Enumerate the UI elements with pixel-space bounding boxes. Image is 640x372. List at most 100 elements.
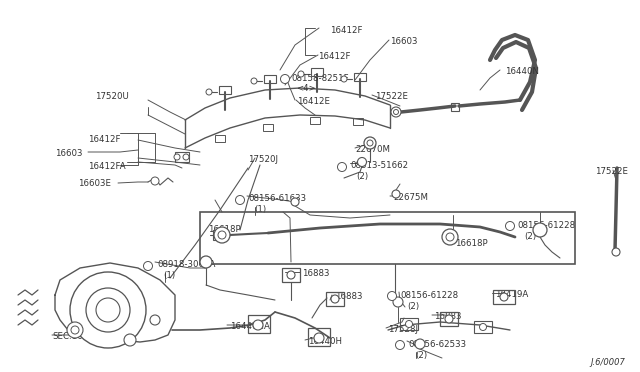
Circle shape: [358, 157, 367, 167]
Text: 16412F: 16412F: [318, 52, 351, 61]
Text: 16603: 16603: [390, 37, 417, 46]
Text: 16412FA: 16412FA: [88, 162, 125, 171]
Circle shape: [612, 248, 620, 256]
Text: 16618P: 16618P: [208, 225, 241, 234]
Text: B: B: [397, 342, 403, 348]
Text: 08313-51662: 08313-51662: [350, 161, 408, 170]
Circle shape: [253, 320, 263, 330]
Circle shape: [331, 295, 339, 303]
Bar: [353, 118, 363, 125]
Text: B: B: [508, 223, 513, 229]
Circle shape: [218, 231, 226, 239]
Bar: [213, 230, 222, 240]
Bar: [311, 68, 323, 76]
Bar: [400, 318, 418, 330]
Circle shape: [236, 196, 244, 205]
Circle shape: [280, 74, 289, 83]
Circle shape: [479, 324, 486, 330]
Circle shape: [367, 140, 373, 146]
Text: 08156-61228: 08156-61228: [400, 291, 458, 300]
Bar: [175, 152, 189, 162]
Text: 22670M: 22670M: [355, 145, 390, 154]
Bar: [474, 321, 492, 333]
Text: 16883: 16883: [302, 269, 330, 278]
Bar: [308, 328, 330, 346]
Text: (2): (2): [415, 351, 427, 360]
Text: 16883: 16883: [335, 292, 362, 301]
Circle shape: [174, 154, 180, 160]
Text: S: S: [340, 164, 344, 170]
Circle shape: [393, 297, 403, 307]
Text: 08156-61228: 08156-61228: [517, 221, 575, 230]
Text: B: B: [237, 197, 243, 203]
Bar: [215, 135, 225, 142]
Text: 08156-62533: 08156-62533: [408, 340, 466, 349]
Circle shape: [70, 272, 146, 348]
Circle shape: [67, 322, 83, 338]
Text: (2): (2): [524, 232, 536, 241]
Bar: [263, 124, 273, 131]
Text: <4>: <4>: [296, 84, 316, 93]
Text: 17522E: 17522E: [375, 92, 408, 101]
Text: 16603E: 16603E: [78, 179, 111, 188]
Bar: [326, 292, 344, 306]
Text: 16883: 16883: [434, 312, 461, 321]
Bar: [264, 75, 276, 83]
Circle shape: [445, 315, 453, 323]
Circle shape: [298, 71, 304, 77]
Bar: [451, 103, 459, 111]
Circle shape: [200, 256, 212, 268]
Circle shape: [71, 326, 79, 334]
Bar: [310, 117, 320, 124]
Text: 16412F: 16412F: [88, 135, 120, 144]
Bar: [493, 290, 515, 304]
Bar: [248, 315, 270, 333]
Circle shape: [124, 334, 136, 346]
Circle shape: [406, 321, 413, 327]
Text: 17528J: 17528J: [388, 325, 418, 334]
Circle shape: [387, 292, 397, 301]
Circle shape: [206, 89, 212, 95]
Text: (2): (2): [407, 302, 419, 311]
Text: J.6/0007: J.6/0007: [590, 358, 625, 367]
Circle shape: [86, 288, 130, 332]
Text: N: N: [145, 263, 150, 269]
Circle shape: [391, 107, 401, 117]
Circle shape: [533, 223, 547, 237]
Circle shape: [183, 154, 189, 160]
Circle shape: [506, 221, 515, 231]
Circle shape: [314, 333, 324, 343]
Text: 22675M: 22675M: [393, 193, 428, 202]
Circle shape: [214, 227, 230, 243]
Circle shape: [251, 78, 257, 84]
Circle shape: [287, 271, 295, 279]
Text: 16603: 16603: [55, 149, 83, 158]
Text: 08158-8251F: 08158-8251F: [291, 74, 349, 83]
Circle shape: [291, 198, 299, 206]
Text: 16440N: 16440N: [505, 67, 539, 76]
Circle shape: [394, 109, 399, 115]
Circle shape: [143, 262, 152, 270]
Bar: [440, 312, 458, 326]
Bar: [354, 73, 366, 81]
Circle shape: [415, 339, 425, 349]
Text: SEC.163: SEC.163: [52, 332, 88, 341]
Text: 16419A: 16419A: [495, 290, 528, 299]
Circle shape: [150, 315, 160, 325]
Text: 08156-61633: 08156-61633: [248, 194, 306, 203]
Text: (1): (1): [163, 271, 175, 280]
Text: 17520J: 17520J: [248, 155, 278, 164]
Text: 16618P: 16618P: [455, 239, 488, 248]
Text: (1): (1): [254, 205, 266, 214]
Bar: [200, 212, 575, 264]
Circle shape: [396, 340, 404, 350]
Circle shape: [500, 293, 508, 301]
Circle shape: [337, 163, 346, 171]
Bar: [219, 86, 231, 94]
Circle shape: [364, 137, 376, 149]
Text: 08918-3061A: 08918-3061A: [157, 260, 216, 269]
Text: 17522E: 17522E: [595, 167, 628, 176]
Circle shape: [446, 233, 454, 241]
Circle shape: [341, 76, 347, 82]
Bar: [282, 268, 300, 282]
